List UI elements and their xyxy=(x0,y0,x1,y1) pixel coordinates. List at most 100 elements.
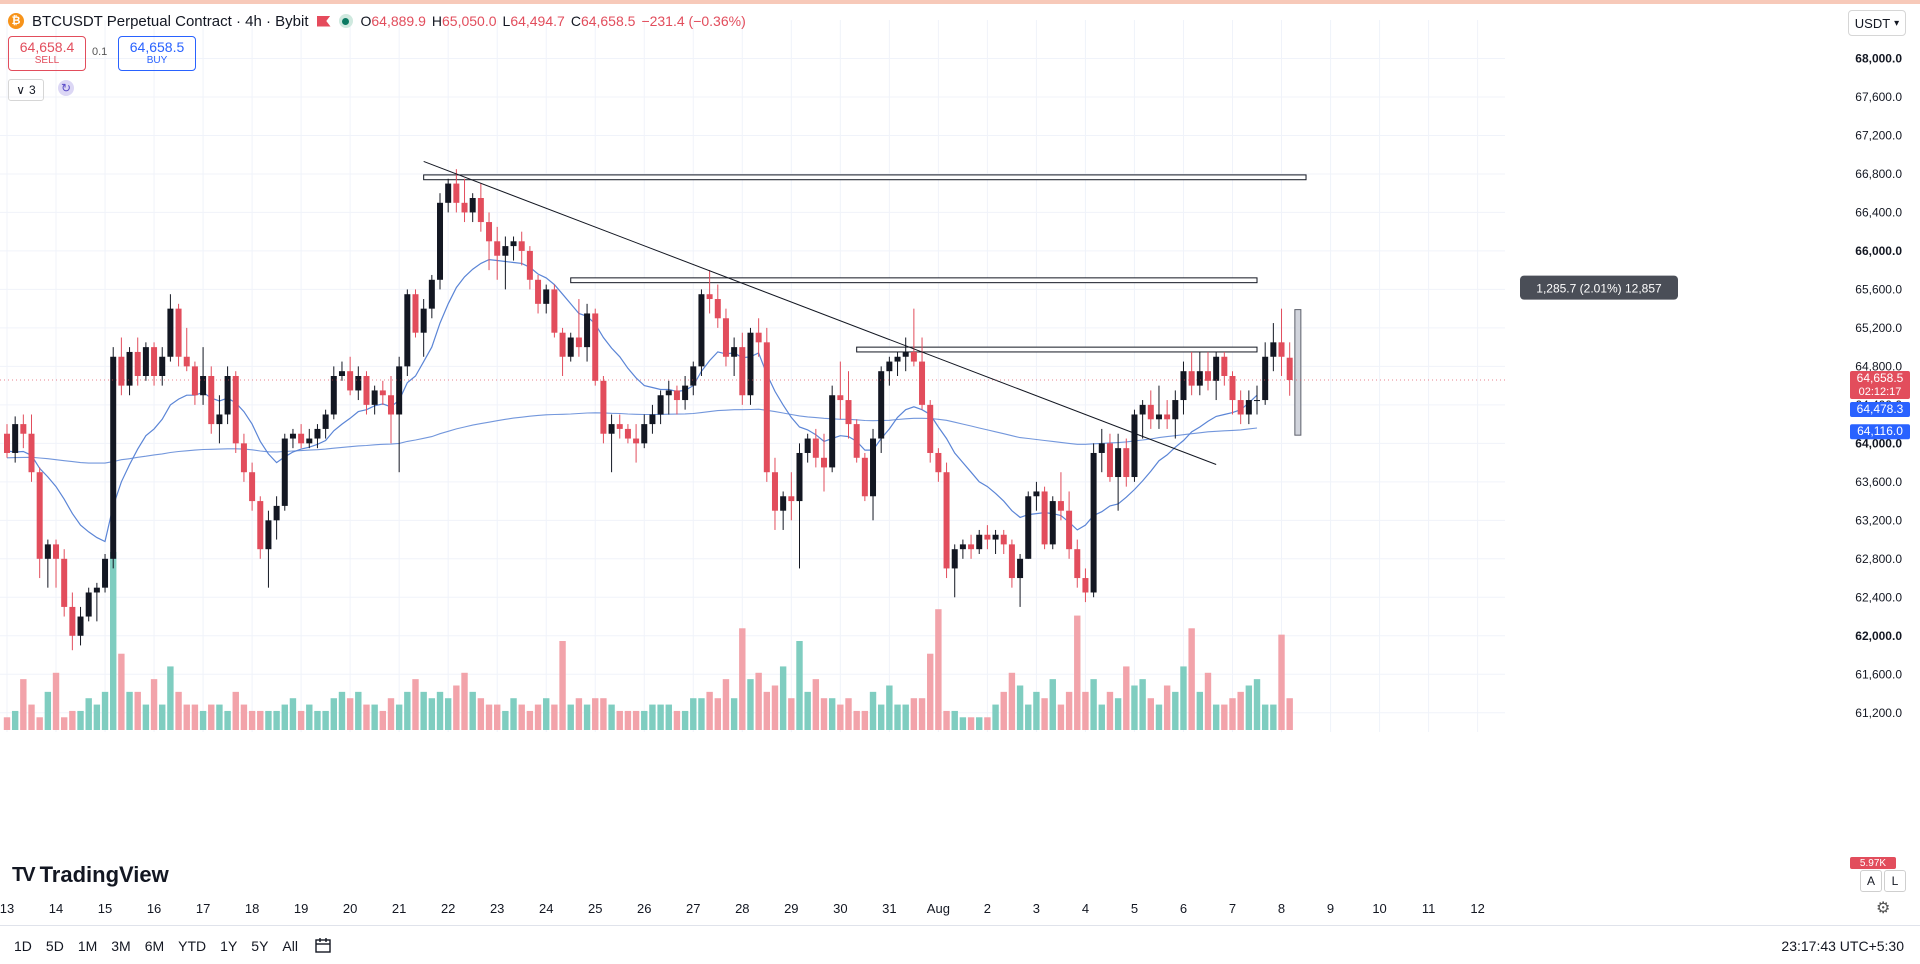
symbol-title[interactable]: BTCUSDT Perpetual Contract · 4h · Bybit xyxy=(32,12,309,30)
x-tick-label: 30 xyxy=(833,901,847,916)
volume-bar xyxy=(722,679,730,730)
volume-bar xyxy=(1196,691,1204,730)
order-quantity[interactable]: 0.1 xyxy=(92,46,108,58)
volume-bar xyxy=(3,717,11,730)
candle-body xyxy=(371,390,378,405)
candle-body xyxy=(1221,356,1228,376)
candle-body xyxy=(240,443,247,473)
candle-body xyxy=(118,356,125,386)
time-range-tabs: 1D 5D 1M 3M 6M YTD 1Y 5Y All xyxy=(14,938,298,954)
range-1y[interactable]: 1Y xyxy=(220,938,238,954)
candle-body xyxy=(249,472,256,502)
candle-body xyxy=(641,424,648,444)
candle-body xyxy=(1278,342,1285,357)
gear-icon[interactable]: ⚙ xyxy=(1876,900,1891,917)
candle-body xyxy=(347,371,354,391)
volume-bar xyxy=(1253,679,1261,730)
volume-bar xyxy=(1090,679,1097,730)
candle-body xyxy=(167,308,174,357)
candle-body xyxy=(379,390,386,396)
range-ytd[interactable]: YTD xyxy=(178,938,207,954)
buy-price: 64,658.5 xyxy=(129,38,185,55)
candle-body xyxy=(951,549,958,569)
volume-bar xyxy=(918,698,926,730)
x-tick-label: Aug xyxy=(927,901,950,916)
volume-bar xyxy=(510,698,517,730)
range-5y[interactable]: 5Y xyxy=(251,938,269,954)
range-1d[interactable]: 1D xyxy=(14,938,32,954)
candle-body xyxy=(387,395,394,415)
volume-bar xyxy=(1139,679,1146,730)
candle-body xyxy=(1000,534,1007,545)
candle-body xyxy=(191,366,198,396)
candle-body xyxy=(1270,342,1277,357)
measure-tool[interactable]: 1,285.7 (2.01%) 12,857 xyxy=(1294,275,1678,436)
candle-body xyxy=(616,424,623,429)
flag-icon[interactable] xyxy=(316,15,331,27)
x-tick-label: 22 xyxy=(441,901,455,916)
x-tick-label: 8 xyxy=(1278,901,1285,916)
clock[interactable]: 23:17:43 UTC+5:30 xyxy=(1781,938,1904,954)
candle-body xyxy=(1074,549,1081,579)
calendar-range-icon[interactable] xyxy=(314,936,332,954)
candle-body xyxy=(1066,510,1073,550)
auto-scale-button[interactable]: A xyxy=(1860,870,1882,892)
range-5d[interactable]: 5D xyxy=(45,938,64,954)
range-1m[interactable]: 1M xyxy=(77,938,98,954)
candle-body xyxy=(788,496,795,502)
candle-body xyxy=(273,505,280,521)
tradingview-logo[interactable]: TV TradingView xyxy=(12,862,169,888)
volume-bar xyxy=(428,698,436,730)
range-3m[interactable]: 3M xyxy=(111,938,131,954)
volume-bar xyxy=(1123,666,1130,730)
sell-button[interactable]: 64,658.4 SELL xyxy=(8,36,86,71)
candle-body xyxy=(1090,452,1097,593)
volume-bar xyxy=(992,704,999,730)
y-tick-label: 66,800.0 xyxy=(1855,167,1902,181)
volume-bar xyxy=(224,710,231,730)
candle-body xyxy=(428,279,435,309)
volume-bar xyxy=(681,710,689,730)
candle-body xyxy=(1229,376,1236,401)
volume-bar xyxy=(608,704,615,730)
candle-body xyxy=(142,347,149,376)
candle-body xyxy=(281,438,288,506)
volume-bar xyxy=(85,698,92,730)
candle-body xyxy=(469,198,476,213)
range-6m[interactable]: 6M xyxy=(144,938,165,954)
candle-body xyxy=(1180,371,1187,401)
candle-body xyxy=(36,472,43,559)
range-all[interactable]: All xyxy=(282,938,298,954)
price-axis[interactable]: 68,000.0 67,600.0 67,200.0 66,800.0 66,400.0… xyxy=(1855,51,1902,719)
candle-body xyxy=(1049,501,1056,545)
volume-bar xyxy=(436,691,444,730)
candle-body xyxy=(698,294,705,367)
currency-selector[interactable]: USDT ▾ xyxy=(1848,10,1906,36)
candle-body xyxy=(812,438,819,458)
buy-button[interactable]: 64,658.5 BUY xyxy=(118,36,196,71)
candle-body xyxy=(1057,501,1064,511)
trendline xyxy=(423,160,1217,465)
volume-bar xyxy=(698,698,705,730)
indicators-toggle[interactable]: ∨ 3 xyxy=(8,79,44,101)
candle-body xyxy=(322,414,329,429)
candle-body xyxy=(959,544,966,550)
market-status-icon[interactable] xyxy=(338,14,353,28)
ema-slow-line xyxy=(6,408,1258,464)
price-tag xyxy=(1850,424,1910,440)
ohlc-low: 64,494.7 xyxy=(510,13,565,29)
time-axis[interactable]: 13 14 15 16 17 18 19 20 21 22 23 24 25 26 27 28 29 30 31 Au… xyxy=(0,901,1485,916)
volume-bar xyxy=(583,704,591,730)
trendline-drawing[interactable] xyxy=(423,160,1217,465)
candle-body xyxy=(706,294,713,300)
horizontal-zones[interactable] xyxy=(423,174,1307,353)
volume-bar xyxy=(306,704,313,730)
refresh-icon[interactable]: ↻ xyxy=(58,80,74,96)
candle-body xyxy=(1025,496,1032,559)
y-tick-label: 67,200.0 xyxy=(1855,128,1902,142)
log-scale-button[interactable]: L xyxy=(1884,870,1906,892)
volume-bar xyxy=(346,698,354,730)
tradingview-wordmark: TradingView xyxy=(39,862,169,887)
candle-body xyxy=(338,371,345,376)
